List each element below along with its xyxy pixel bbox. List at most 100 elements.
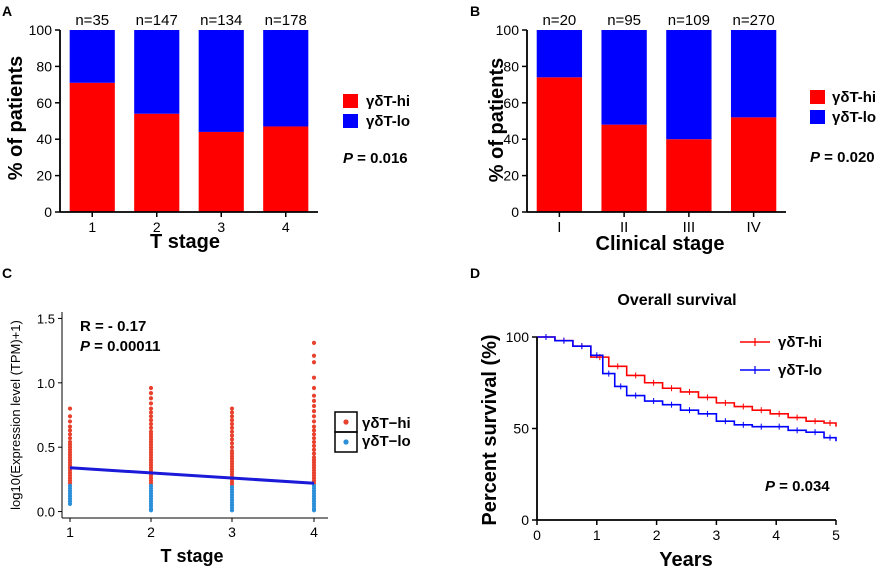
point-lo [148, 508, 154, 513]
n-label: n=147 [136, 12, 178, 29]
point-hi [311, 409, 317, 414]
panel-a-bars [69, 30, 309, 212]
y-tick-label: 1.0 [37, 376, 55, 391]
survival-curve-lo [537, 336, 837, 442]
x-tick-label: 2 [653, 527, 661, 543]
point-hi [311, 340, 317, 345]
panel-b-x-axis: I II III IV [527, 211, 786, 236]
y-tick-label: 0.0 [37, 505, 55, 520]
panel-b-xlabel: Clinical stage [596, 233, 725, 255]
x-tick-label: 4 [310, 524, 318, 540]
panel-d-xlabel: Years [659, 549, 712, 571]
point-hi [311, 451, 317, 456]
x-tick-label: 4 [772, 527, 780, 543]
y-tick-label: 60 [36, 95, 52, 111]
panel-d: D Overall survival Percent survival (%) … [470, 265, 840, 571]
point-hi [311, 393, 317, 398]
point-hi [311, 403, 317, 409]
panel-c-fit-line [69, 466, 315, 485]
point-hi [148, 391, 154, 396]
n-label: n=20 [542, 12, 576, 29]
panel-a-legend-lo: γδT-lo [366, 113, 410, 130]
x-tick-label: 1 [66, 524, 74, 540]
panel-letter-c: C [2, 265, 12, 281]
panel-d-legend: γδT-hi γδT-lo [740, 334, 822, 379]
panel-d-x-axis: 0 1 2 3 4 5 [533, 519, 840, 543]
panel-a-ylabel: % of patients [5, 56, 27, 180]
point-hi [311, 436, 317, 441]
bar-hi-3 [198, 131, 244, 212]
point-hi [67, 424, 73, 429]
point-hi [229, 414, 235, 419]
point-hi [229, 421, 235, 427]
point-hi [229, 425, 235, 430]
panel-d-p-value: P = 0.034 [765, 478, 830, 495]
x-tick-label: IV [747, 219, 761, 236]
panel-c-r-value: R = - 0.17 [80, 318, 146, 335]
point-hi [311, 375, 317, 380]
panel-a-legend-hi: γδT-hi [366, 93, 410, 110]
point-hi [311, 414, 317, 419]
regression-line [69, 466, 315, 485]
panel-a-y-axis: 0 20 40 60 80 100 [29, 22, 61, 220]
panel-c-ylabel: log10(Expression level (TPM)+1) [8, 320, 23, 510]
x-tick-label: III [683, 219, 696, 236]
x-tick-label: 3 [217, 219, 225, 235]
bar-hi-IV [730, 117, 777, 212]
x-tick-label: II [620, 219, 628, 236]
x-tick-label: 1 [88, 219, 96, 235]
panel-a-p-prefix: P [343, 150, 354, 167]
panel-a-n-labels: n=35 n=147 n=134 n=178 [75, 12, 306, 29]
y-tick-label: 80 [503, 58, 519, 74]
y-tick-label: 40 [503, 131, 519, 147]
point-hi [67, 432, 73, 437]
point-hi [229, 437, 235, 442]
point-hi [229, 441, 235, 446]
point-hi [148, 406, 154, 411]
panel-b-n-labels: n=20 n=95 n=109 n=270 [542, 12, 774, 29]
x-tick-label: 1 [593, 527, 601, 543]
legend-swatch-lo [343, 114, 358, 128]
bar-hi-II [601, 124, 647, 212]
panel-a-p-value: P = 0.016 [343, 150, 408, 167]
bar-lo-1 [69, 30, 115, 83]
n-label: n=134 [200, 12, 242, 29]
point-hi [67, 436, 73, 441]
bar-lo-I [536, 30, 583, 78]
panel-d-p-prefix: P [765, 478, 776, 495]
bar-hi-1 [69, 82, 115, 212]
y-tick-label: 100 [496, 22, 520, 38]
panel-c-p-suffix: = 0.00011 [90, 338, 161, 355]
panel-a-x-axis: 1 2 3 4 [60, 211, 318, 235]
point-hi [148, 425, 154, 430]
x-tick-label: 4 [282, 219, 290, 235]
legend-box-lo [334, 431, 358, 453]
y-tick-label: 50 [513, 421, 529, 437]
y-tick-label: 60 [503, 95, 519, 111]
point-hi [311, 385, 317, 391]
panel-d-p-suffix: = 0.034 [775, 478, 830, 495]
point-hi [67, 414, 73, 419]
panel-b-p-value: P = 0.020 [810, 149, 875, 166]
panel-b-p-suffix: = 0.020 [820, 149, 875, 166]
point-hi [148, 421, 154, 427]
panel-d-ylabel: Percent survival (%) [479, 334, 501, 525]
panel-c-legend-lo: γδT−lo [362, 433, 411, 450]
point-hi [311, 432, 317, 437]
n-label: n=35 [75, 12, 109, 29]
n-label: n=178 [265, 12, 307, 29]
bar-hi-4 [263, 126, 309, 212]
n-label: n=270 [733, 12, 775, 29]
bar-lo-II [601, 30, 647, 125]
panel-d-y-axis: 0 50 100 [506, 329, 538, 528]
point-hi [229, 445, 235, 450]
point-hi [311, 360, 317, 365]
panel-c-y-axis: 0.0 0.5 1.0 1.5 [37, 311, 63, 520]
panel-b-ylabel: % of patients [486, 58, 508, 182]
y-tick-label: 20 [36, 168, 52, 184]
y-tick-label: 0 [521, 512, 529, 528]
point-hi [311, 439, 317, 445]
y-tick-label: 0 [44, 204, 52, 220]
